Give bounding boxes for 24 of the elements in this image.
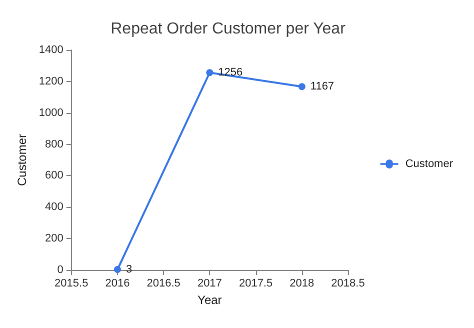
data-label: 1167 — [310, 80, 334, 93]
y-tick-label: 800 — [45, 138, 64, 150]
x-tick-label: 2015.5 — [54, 278, 88, 290]
y-tick-label: 200 — [45, 232, 64, 245]
y-tick-label: 0 — [57, 264, 64, 276]
x-tick-label: 2016 — [105, 278, 130, 290]
x-tick-label: 2017 — [197, 278, 222, 290]
y-tick-label: 400 — [45, 201, 64, 214]
point — [298, 83, 306, 90]
x-tick-label: 2018 — [290, 278, 314, 290]
point — [206, 69, 214, 76]
y-axis-title: Customer — [15, 134, 29, 186]
y-tick-label: 600 — [45, 170, 64, 182]
x-axis-title: Year — [198, 292, 222, 307]
y-tick-label: 1000 — [38, 106, 64, 119]
x-tick-label: 2018.5 — [331, 278, 365, 290]
point — [114, 266, 121, 274]
legend-label: Customer — [405, 158, 454, 170]
data-label: 3 — [126, 264, 132, 276]
y-tick-label: 1200 — [38, 75, 64, 88]
x-tick-label: 2017.5 — [238, 278, 273, 290]
x-tick-label: 2016.5 — [146, 278, 180, 290]
chart-title: Repeat Order Customer per Year — [110, 20, 346, 38]
y-tick-label: 1400 — [38, 44, 64, 56]
